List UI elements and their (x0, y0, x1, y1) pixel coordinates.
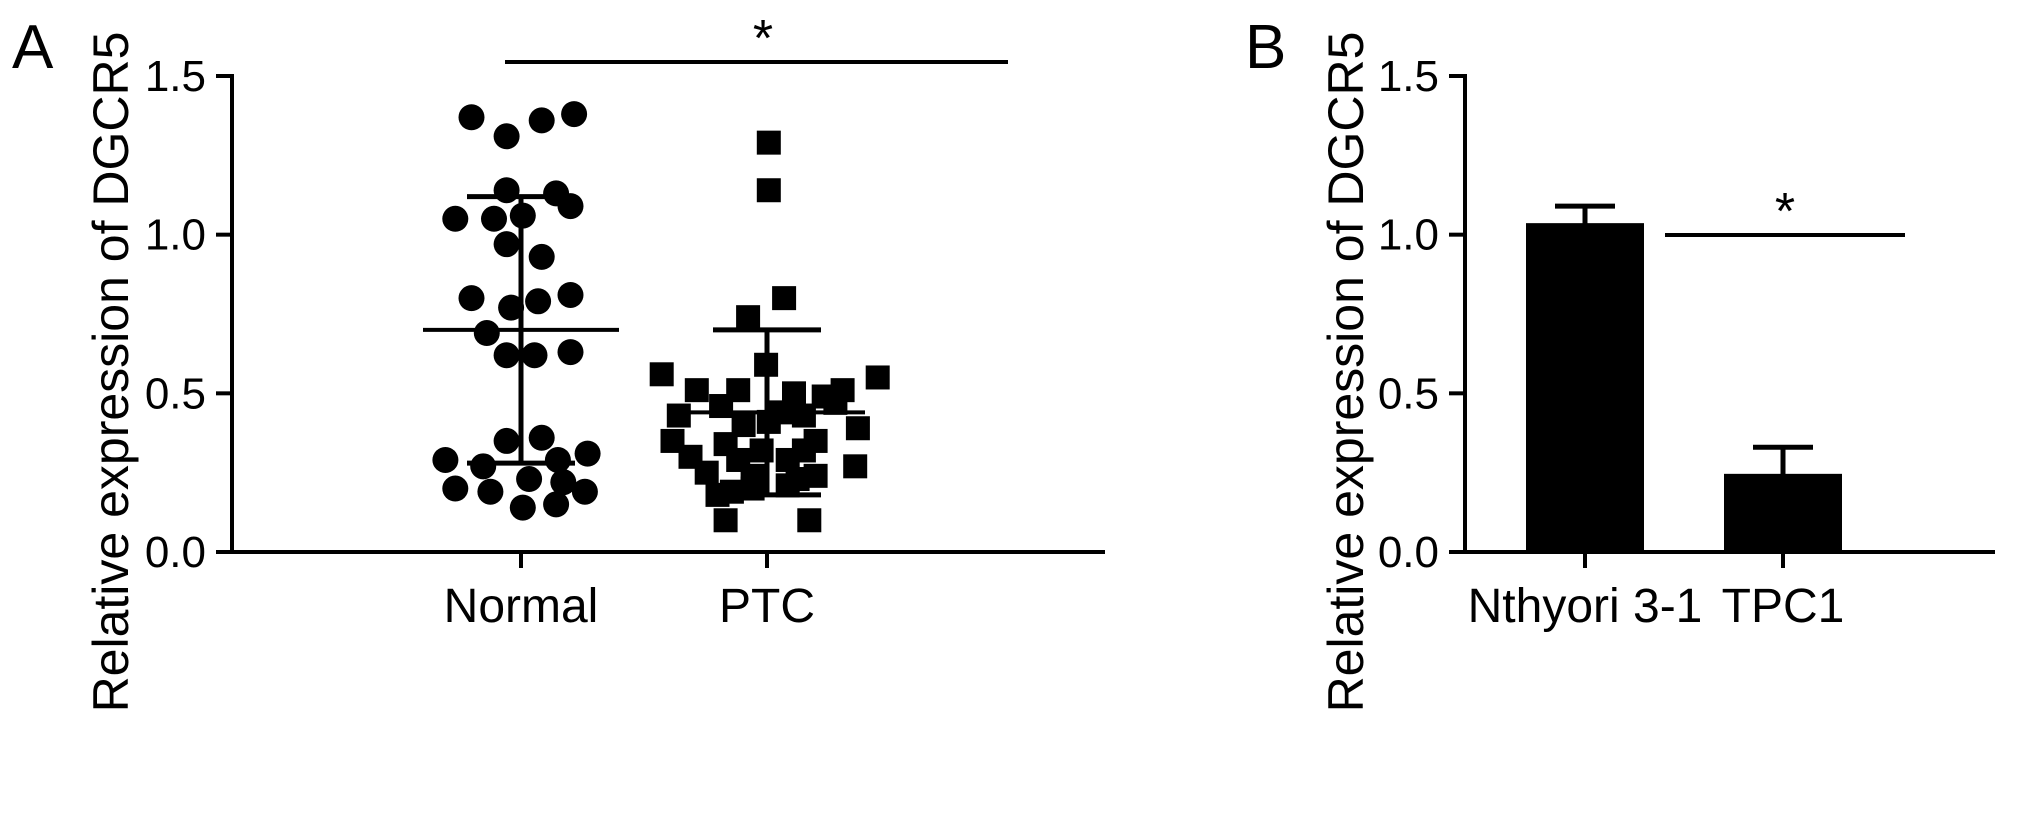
data-point-ptc (772, 286, 797, 311)
panel-b-significance-star: * (1775, 183, 1795, 241)
data-point-ptc (843, 454, 868, 479)
panel-a-points (432, 101, 890, 533)
data-point-normal (493, 123, 520, 150)
panel-a: A Relative expression of DGCR5 0.0 0.5 1.0… (12, 10, 1105, 712)
data-point-normal (493, 231, 520, 258)
data-point-normal (557, 281, 584, 308)
data-point-ptc (649, 362, 674, 387)
data-point-normal (561, 101, 588, 128)
data-point-normal (470, 453, 497, 480)
panel-a-y-axis-title: Relative expression of DGCR5 (83, 32, 139, 713)
data-point-ptc (803, 463, 828, 488)
data-point-normal (509, 494, 536, 521)
data-point-normal (544, 446, 571, 473)
panel-b-y-tick-label: 1.0 (1378, 211, 1439, 260)
data-point-normal (432, 446, 459, 473)
data-point-ptc (797, 508, 822, 533)
panel-a-y-tick-label: 0.5 (145, 369, 206, 418)
panel-a-x-tick-label: PTC (719, 580, 815, 633)
data-point-ptc (749, 438, 774, 463)
bar-tpc1 (1724, 473, 1842, 554)
data-point-normal (458, 285, 485, 312)
data-point-normal (528, 107, 555, 134)
data-point-normal (473, 320, 500, 347)
panel-a-significance-star: * (753, 10, 773, 68)
data-point-normal (574, 440, 601, 467)
data-point-normal (516, 466, 543, 493)
panel-b-label: B (1245, 13, 1286, 82)
panel-b-y-tick-label: 0.5 (1378, 369, 1439, 418)
data-point-ptc (791, 403, 816, 428)
data-point-ptc (803, 428, 828, 453)
panel-b-bars (1526, 203, 1842, 554)
data-point-ptc (756, 178, 781, 203)
data-point-normal (481, 205, 507, 232)
data-point-normal (458, 104, 485, 131)
data-point-ptc (684, 378, 709, 403)
panel-b-y-axis-title: Relative expression of DGCR5 (1318, 32, 1374, 713)
data-point-ptc (713, 508, 738, 533)
panel-a-x-axis: Normal PTC (232, 550, 1105, 633)
panel-b-y-tick-label: 1.5 (1378, 52, 1439, 101)
data-point-normal (442, 205, 469, 232)
panel-b-y-tick-label: 0.0 (1378, 528, 1439, 577)
data-point-normal (557, 193, 584, 220)
panel-a-significance: * (505, 10, 1008, 68)
panel-b-x-tick-label: TPC1 (1722, 580, 1845, 633)
data-point-normal (493, 177, 520, 204)
data-point-normal (528, 243, 555, 270)
data-point-normal (528, 424, 555, 451)
panel-a-y-tick-label: 1.5 (145, 52, 206, 101)
data-point-normal (571, 478, 598, 505)
panel-b-significance: * (1665, 183, 1905, 241)
panel-b-x-tick-label: Nthyori 3-1 (1468, 580, 1703, 633)
data-point-ptc (756, 130, 781, 155)
panel-a-label: A (12, 13, 54, 82)
data-point-normal (493, 427, 520, 454)
bar-nthyori (1526, 223, 1644, 554)
data-point-normal (493, 342, 520, 369)
data-point-ptc (865, 365, 890, 390)
data-point-ptc (666, 403, 691, 428)
panel-b: B Relative expression of DGCR5 0.0 0.5 1.0… (1245, 13, 1995, 712)
panel-b-y-axis: 0.0 0.5 1.0 1.5 (1378, 52, 1467, 577)
data-point-normal (543, 491, 570, 518)
data-point-ptc (694, 460, 719, 485)
data-point-ptc (845, 416, 870, 441)
data-point-ptc (709, 394, 734, 419)
panel-b-x-axis: Nthyori 3-1 TPC1 (1465, 550, 1995, 633)
data-point-normal (525, 288, 552, 315)
panel-a-x-tick-label: Normal (444, 580, 599, 633)
data-point-normal (477, 478, 504, 505)
data-point-ptc (736, 305, 761, 330)
data-point-normal (521, 342, 548, 369)
data-point-normal (557, 339, 584, 366)
data-point-normal (550, 469, 577, 496)
panel-a-y-tick-label: 0.0 (145, 528, 206, 577)
panel-a-mean-sd-bars (423, 194, 865, 498)
data-point-normal (498, 294, 525, 321)
data-point-normal (442, 475, 469, 502)
panel-a-y-axis: 0.0 0.5 1.0 1.5 (145, 52, 234, 577)
panel-a-y-tick-label: 1.0 (145, 211, 206, 260)
